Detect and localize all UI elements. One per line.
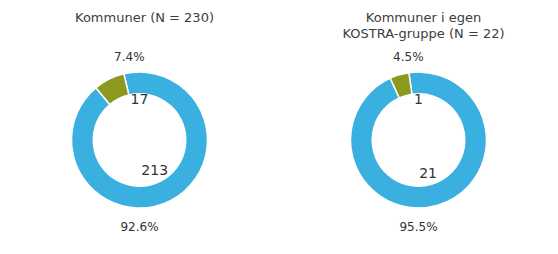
svg-text:1: 1 (414, 91, 423, 107)
svg-text:7.4%: 7.4% (114, 50, 145, 64)
svg-text:Kommuner (N = 230): Kommuner (N = 230) (75, 10, 214, 25)
svg-text:4.5%: 4.5% (393, 50, 424, 64)
svg-text:213: 213 (141, 162, 168, 178)
svg-text:KOSTRA-gruppe (N = 22): KOSTRA-gruppe (N = 22) (342, 26, 504, 41)
svg-text:92.6%: 92.6% (120, 220, 158, 234)
svg-text:21: 21 (419, 165, 437, 181)
svg-text:95.5%: 95.5% (399, 220, 437, 234)
svg-text:Kommuner i egen: Kommuner i egen (366, 10, 481, 25)
svg-text:17: 17 (131, 91, 149, 107)
